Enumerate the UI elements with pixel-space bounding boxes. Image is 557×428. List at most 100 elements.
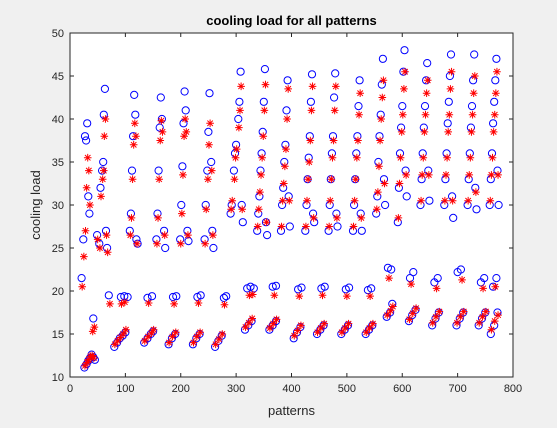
circle-point [104, 291, 113, 300]
star-point [378, 93, 387, 102]
star-point [290, 331, 299, 340]
star-point [444, 128, 453, 136]
star-point [459, 307, 468, 316]
star-point [464, 196, 472, 205]
star-point [83, 153, 92, 162]
circle-point [490, 97, 499, 106]
circle-point [85, 209, 94, 218]
circle-point [131, 110, 140, 119]
star-point [270, 291, 279, 300]
star-point [80, 252, 88, 261]
axes-frame [69, 32, 514, 378]
circle-point [333, 222, 342, 231]
circle-point [196, 291, 205, 300]
star-point [170, 300, 178, 308]
star-point [211, 340, 220, 349]
circle-point [425, 196, 434, 205]
circle-point [116, 292, 126, 302]
star-point [293, 326, 302, 335]
circle-point [79, 235, 88, 244]
circle-point [357, 226, 366, 235]
star-point [209, 231, 217, 239]
x-tick-label: 0 [67, 383, 73, 395]
y-tick-label: 20 [52, 286, 64, 298]
circle-point [219, 293, 228, 302]
circle-point [467, 102, 477, 111]
star-point [165, 338, 173, 347]
star-point [491, 282, 500, 291]
star-point [338, 328, 346, 337]
y-tick-label: 40 [52, 114, 64, 126]
star-point [443, 153, 451, 162]
circle-point [494, 200, 503, 210]
star-point [128, 175, 137, 183]
star-point [465, 171, 474, 179]
circle-point [481, 308, 490, 317]
star-point [329, 136, 338, 145]
star-point [201, 239, 209, 248]
circle-point [96, 183, 105, 192]
star-point [182, 128, 191, 136]
star-point [469, 89, 478, 97]
star-point [117, 300, 126, 308]
star-point [149, 325, 158, 334]
star-point [420, 128, 429, 136]
star-point [181, 115, 189, 123]
circle-point [179, 119, 188, 128]
star-point [245, 319, 253, 327]
star-point [171, 328, 180, 337]
star-point [422, 89, 431, 97]
star-point [376, 136, 384, 145]
star-point [256, 188, 264, 196]
star-point [253, 222, 262, 231]
star-point [100, 132, 109, 140]
star-point [447, 67, 456, 76]
circle-point [195, 329, 204, 339]
star-point [472, 188, 480, 196]
star-point [317, 324, 325, 332]
star-point [248, 290, 257, 299]
y-tick-label: 10 [52, 372, 64, 384]
x-tick-label: 600 [393, 383, 411, 395]
circle-point [207, 157, 216, 167]
circle-point [283, 76, 292, 85]
star-point [326, 196, 335, 205]
star-point [81, 227, 90, 235]
star-point [155, 175, 163, 183]
star-point [453, 319, 461, 327]
star-point [228, 196, 237, 205]
star-point [144, 299, 153, 307]
star-point [85, 166, 93, 175]
star-point [157, 116, 166, 125]
star-point [282, 145, 290, 153]
circle-point [307, 70, 317, 79]
circle-point [123, 292, 132, 302]
circle-point [282, 106, 291, 115]
star-point [408, 309, 417, 318]
circle-point [367, 284, 376, 293]
x-tick-label: 300 [227, 383, 245, 395]
star-point [432, 284, 441, 293]
data-points [77, 46, 503, 372]
circle-point [402, 192, 411, 201]
star-point [231, 153, 240, 162]
star-point [328, 153, 337, 162]
star-point [478, 313, 487, 321]
circle-point [480, 274, 489, 283]
star-point [193, 332, 201, 341]
star-point [178, 209, 186, 218]
star-point [261, 80, 270, 89]
circle-point [459, 308, 468, 317]
star-point [102, 231, 111, 239]
star-point [456, 313, 465, 321]
circle-point [492, 54, 501, 63]
star-point [78, 282, 86, 291]
circle-point [434, 308, 443, 317]
star-point [130, 119, 139, 128]
star-point [383, 311, 392, 319]
star-point [400, 85, 408, 93]
star-point [304, 175, 312, 183]
star-point [487, 325, 496, 334]
